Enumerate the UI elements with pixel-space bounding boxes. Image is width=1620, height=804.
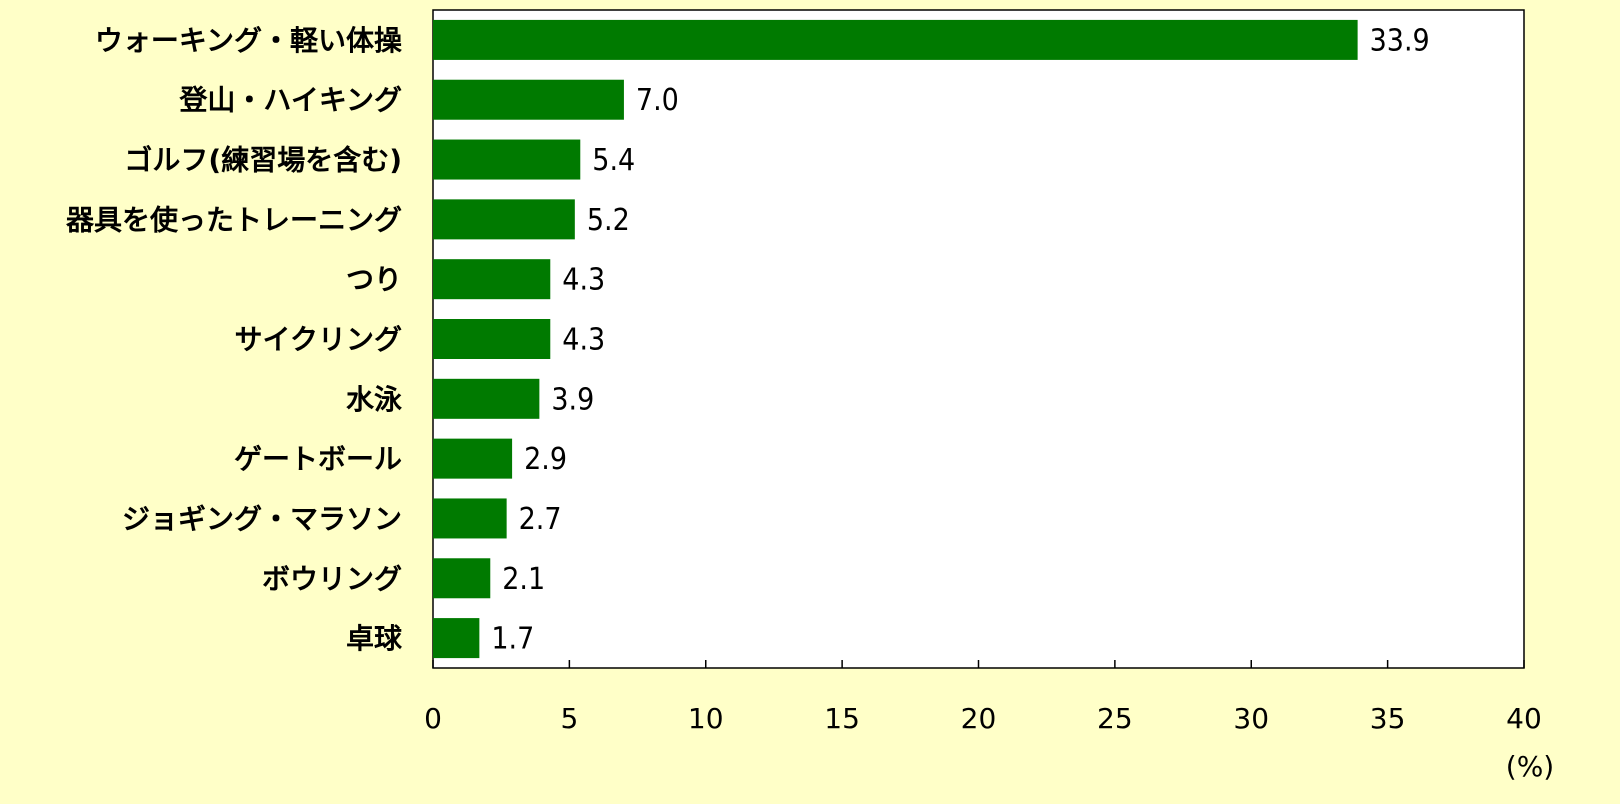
bar (433, 199, 575, 240)
y-tick-label: ジョギング・マラソン (122, 502, 402, 535)
x-tick-label: 15 (824, 702, 860, 735)
bar (433, 618, 480, 659)
value-label: 2.1 (502, 562, 545, 597)
y-tick-label: つり (346, 263, 402, 296)
bar (433, 19, 1358, 60)
value-label: 2.9 (524, 442, 567, 477)
y-tick-label: ゴルフ(練習場を含む) (124, 144, 402, 177)
y-tick-label: ゲートボール (234, 443, 402, 476)
value-label: 5.2 (587, 203, 630, 238)
value-label: 7.0 (636, 83, 679, 118)
value-label: 1.7 (491, 622, 534, 657)
value-label: 5.4 (592, 143, 635, 178)
value-label: 4.3 (562, 323, 605, 358)
bar (433, 438, 513, 479)
value-label: 4.3 (562, 263, 605, 298)
y-tick-label: 卓球 (346, 622, 403, 655)
y-tick-label: サイクリング (235, 323, 402, 356)
x-tick-label: 35 (1370, 702, 1406, 735)
x-tick-label: 25 (1097, 702, 1133, 735)
bar (433, 319, 551, 359)
bar (433, 378, 540, 419)
bar (433, 498, 507, 539)
bar (433, 139, 581, 180)
value-label: 3.9 (551, 382, 594, 417)
y-tick-label: ボウリング (262, 562, 402, 595)
x-tick-label: 20 (961, 702, 997, 735)
y-tick-label: 登山・ハイキング (178, 84, 402, 117)
x-tick-label: 0 (424, 702, 442, 735)
bar (433, 558, 491, 599)
x-tick-label: 5 (560, 702, 578, 735)
bar (433, 79, 624, 120)
value-label: 33.9 (1370, 23, 1430, 58)
y-tick-label: 水泳 (346, 383, 402, 416)
x-axis-unit: (%) (1506, 750, 1554, 783)
bar (433, 259, 551, 300)
x-tick-label: 10 (688, 702, 724, 735)
x-tick-label: 40 (1506, 702, 1542, 735)
value-label: 2.7 (519, 502, 562, 537)
y-tick-label: ウォーキング・軽い体操 (95, 24, 402, 57)
x-tick-label: 30 (1233, 702, 1269, 735)
y-tick-label: 器具を使ったトレーニング (65, 203, 402, 236)
